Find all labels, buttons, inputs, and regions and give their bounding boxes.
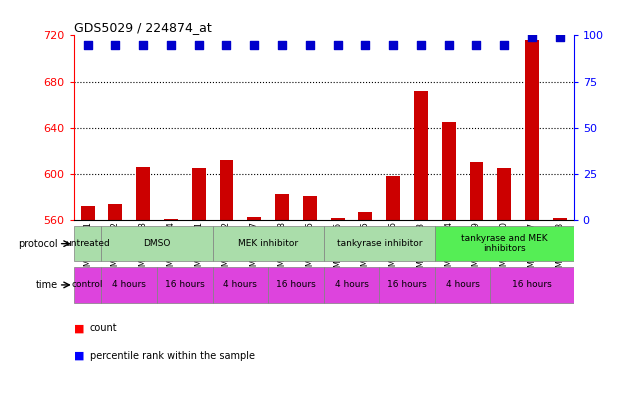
Text: time: time — [35, 280, 58, 290]
Point — [138, 41, 148, 48]
Bar — [442, 122, 456, 220]
Bar — [331, 218, 345, 220]
Point — [83, 41, 93, 48]
Text: 4 hours: 4 hours — [335, 281, 369, 289]
Point — [444, 41, 454, 48]
Bar — [81, 206, 95, 220]
Bar — [192, 168, 206, 220]
Text: ■: ■ — [74, 323, 84, 333]
Text: tankyrase and MEK
inhibitors: tankyrase and MEK inhibitors — [461, 234, 547, 253]
Bar — [164, 219, 178, 220]
Point — [249, 41, 260, 48]
Text: 4 hours: 4 hours — [445, 281, 479, 289]
Text: ■: ■ — [74, 351, 84, 361]
Text: untreated: untreated — [65, 239, 110, 248]
Point — [554, 34, 565, 40]
Bar — [213, 267, 268, 303]
Point — [221, 41, 231, 48]
Bar — [435, 267, 490, 303]
Text: 16 hours: 16 hours — [165, 281, 204, 289]
Bar — [525, 40, 539, 220]
Bar — [219, 160, 233, 220]
Bar — [268, 267, 324, 303]
Text: DMSO: DMSO — [144, 239, 171, 248]
Bar — [324, 226, 435, 261]
Point — [416, 41, 426, 48]
Bar — [137, 167, 150, 220]
Point — [304, 41, 315, 48]
Bar — [213, 226, 324, 261]
Point — [527, 34, 537, 40]
Bar — [303, 196, 317, 220]
Text: MEK inhibitor: MEK inhibitor — [238, 239, 298, 248]
Bar — [379, 267, 435, 303]
Point — [333, 41, 343, 48]
Point — [471, 41, 481, 48]
Bar — [101, 267, 157, 303]
Text: 16 hours: 16 hours — [387, 281, 427, 289]
Bar — [247, 217, 262, 220]
Point — [277, 41, 287, 48]
Text: 16 hours: 16 hours — [276, 281, 316, 289]
Bar — [275, 193, 289, 220]
Point — [360, 41, 370, 48]
Bar — [74, 267, 101, 303]
Text: 4 hours: 4 hours — [224, 281, 257, 289]
Bar — [157, 267, 213, 303]
Bar — [74, 226, 101, 261]
Bar — [469, 162, 483, 220]
Text: control: control — [72, 281, 103, 289]
Point — [388, 41, 398, 48]
Text: percentile rank within the sample: percentile rank within the sample — [90, 351, 254, 361]
Text: count: count — [90, 323, 117, 333]
Point — [194, 41, 204, 48]
Bar — [358, 212, 372, 220]
Text: 4 hours: 4 hours — [112, 281, 146, 289]
Text: 16 hours: 16 hours — [512, 281, 552, 289]
Bar — [108, 204, 122, 220]
Point — [110, 41, 121, 48]
Bar — [386, 176, 400, 220]
Point — [499, 41, 510, 48]
Text: protocol: protocol — [18, 239, 58, 249]
Bar — [101, 226, 213, 261]
Point — [166, 41, 176, 48]
Bar — [553, 218, 567, 220]
Bar — [414, 91, 428, 220]
Bar — [435, 226, 574, 261]
Text: tankyrase inhibitor: tankyrase inhibitor — [337, 239, 422, 248]
Bar — [324, 267, 379, 303]
Text: GDS5029 / 224874_at: GDS5029 / 224874_at — [74, 21, 212, 34]
Bar — [490, 267, 574, 303]
Bar — [497, 168, 512, 220]
